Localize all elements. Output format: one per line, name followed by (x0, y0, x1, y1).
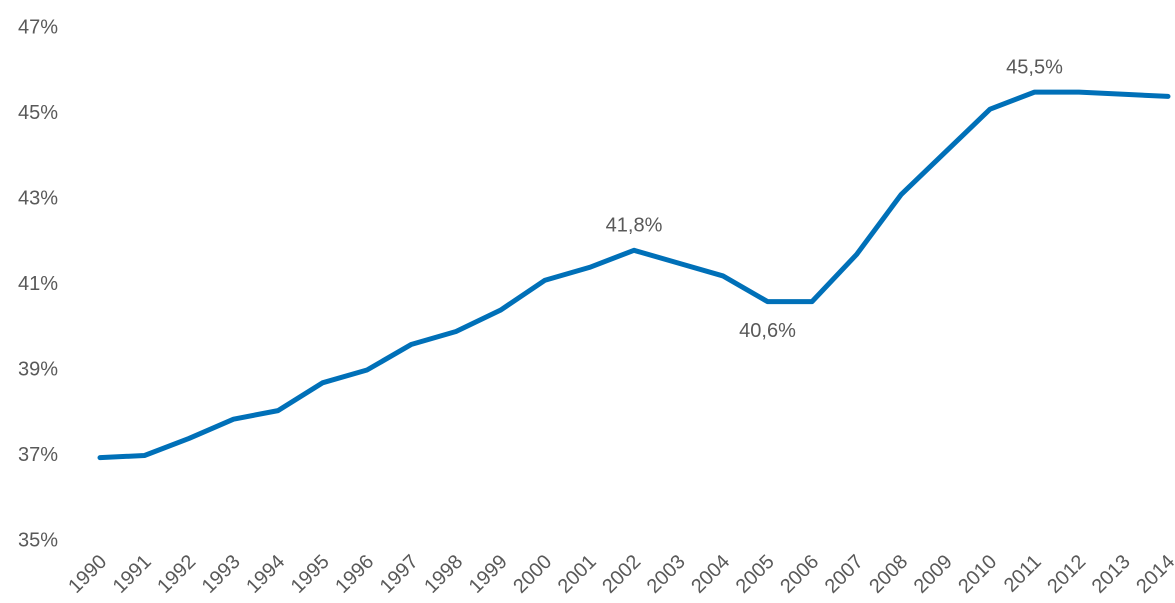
x-tick-label: 2006 (776, 551, 823, 598)
data-label: 45,5% (1006, 56, 1063, 78)
x-tick-label: 2008 (865, 551, 912, 598)
x-tick-label: 2002 (598, 551, 645, 598)
y-tick-label: 37% (18, 444, 58, 466)
x-tick-label: 2003 (643, 551, 690, 598)
line (97, 89, 1171, 461)
y-tick-label: 47% (18, 16, 58, 38)
x-tick-label: 1994 (242, 551, 289, 598)
x-tick-label: 1992 (153, 551, 200, 598)
x-tick-label: 1998 (420, 551, 467, 598)
x-tick-label: 1996 (331, 551, 378, 598)
x-tick-label: 2000 (509, 551, 556, 598)
x-tick-label: 2014 (1132, 551, 1175, 598)
data-label: 41,8% (606, 215, 663, 237)
x-tick-label: 1990 (64, 551, 111, 598)
x-tick-label: 2010 (954, 551, 1001, 598)
x-tick-label: 2007 (821, 551, 868, 598)
y-tick-label: 41% (18, 273, 58, 295)
y-tick-label: 35% (18, 529, 58, 551)
x-tick-label: 1997 (376, 551, 423, 598)
x-tick-label: 2001 (554, 551, 601, 598)
x-tick-label: 1991 (109, 551, 156, 598)
y-tick-label: 39% (18, 358, 58, 380)
x-tick-label: 2004 (687, 551, 734, 598)
x-tick-label: 2005 (732, 551, 779, 598)
x-tick-label: 1993 (198, 551, 245, 598)
x-tick-label: 1995 (287, 551, 334, 598)
x-tick-label: 1999 (465, 551, 512, 598)
x-tick-label: 2012 (1043, 551, 1090, 598)
y-tick-label: 43% (18, 187, 58, 209)
x-tick-label: 2011 (1000, 551, 1046, 597)
x-tick-label: 2013 (1088, 551, 1135, 598)
data-label: 40,6% (739, 320, 796, 342)
y-tick-label: 45% (18, 102, 58, 124)
x-tick-label: 2009 (910, 551, 957, 598)
